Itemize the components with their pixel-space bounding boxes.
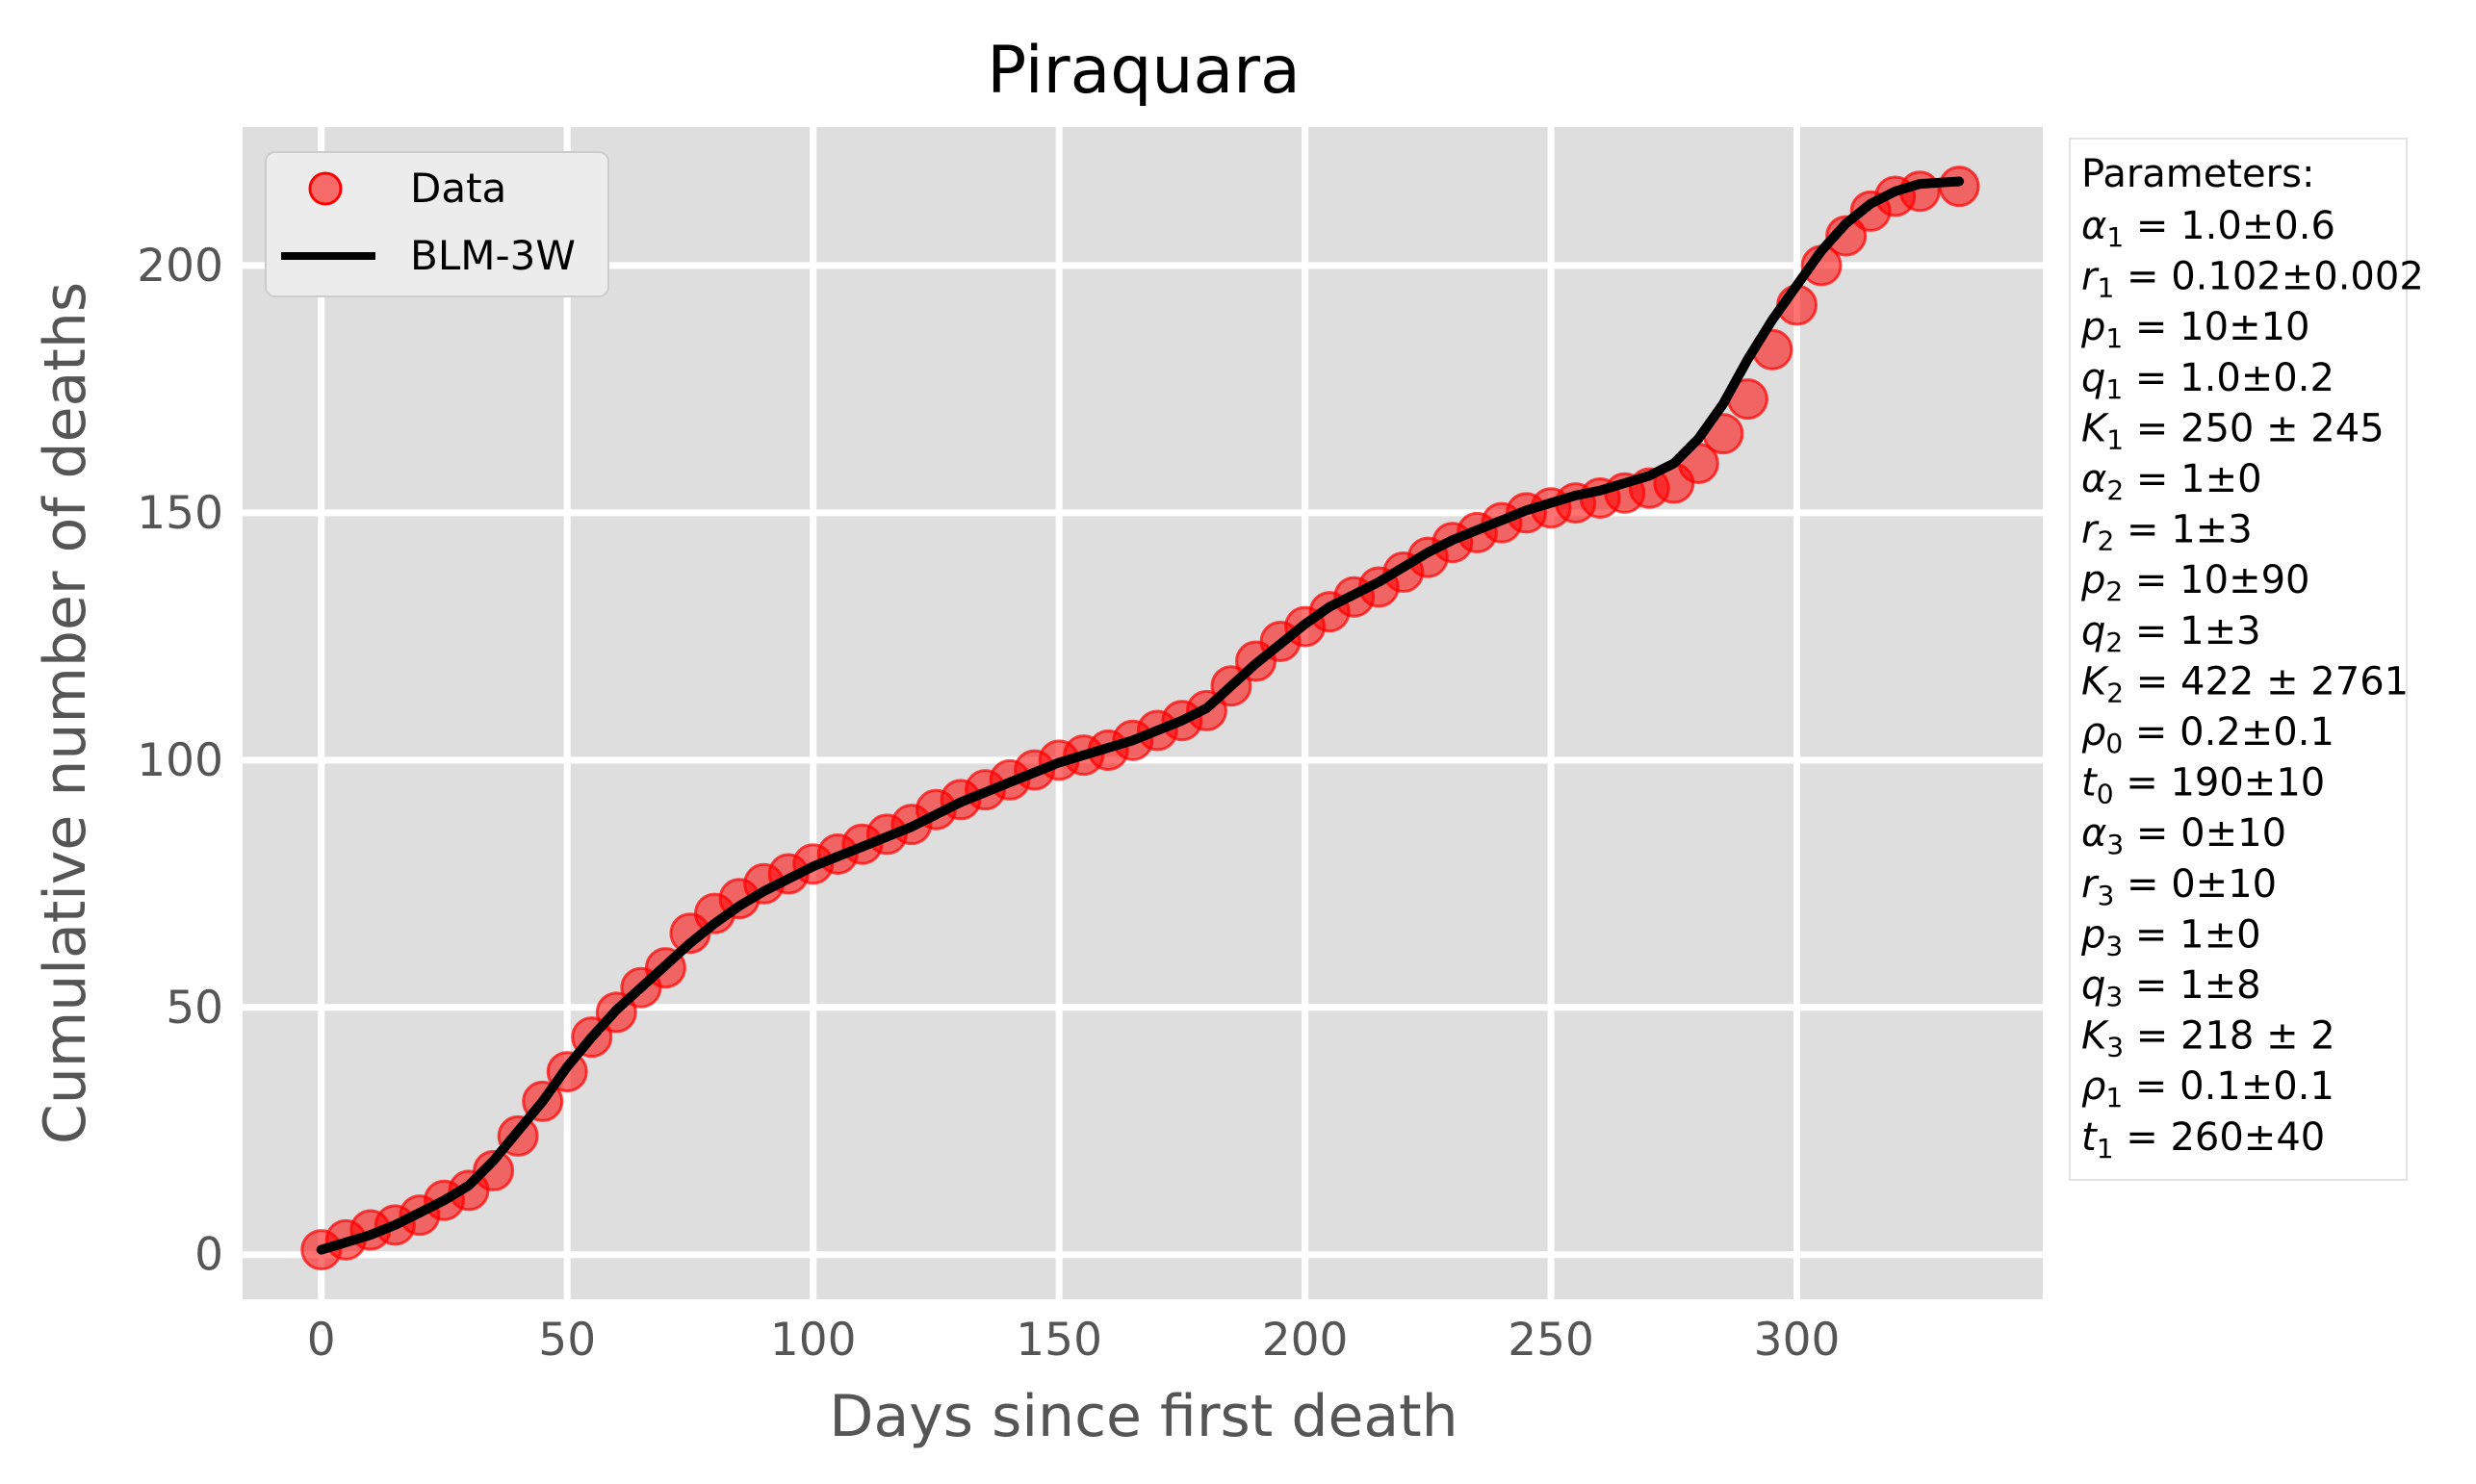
parameter-line: t1 = 260±40	[2081, 1115, 2325, 1164]
parameter-line: ρ1 = 0.1±0.1	[2081, 1064, 2334, 1113]
parameter-line: r1 = 0.102±0.002	[2081, 255, 2424, 304]
parameter-line: K3 = 218 ± 2	[2081, 1014, 2335, 1063]
x-tick-label: 250	[1508, 1314, 1594, 1367]
x-tick-label: 200	[1262, 1314, 1349, 1367]
parameter-line: q3 = 1±8	[2081, 963, 2261, 1012]
parameter-line: α2 = 1±0	[2081, 457, 2262, 506]
legend-marker-data	[308, 171, 343, 206]
chart-title: Piraquara	[987, 33, 1301, 109]
y-axis-label: Cumulative number of deaths	[32, 282, 99, 1144]
y-tick-label: 0	[194, 1229, 223, 1282]
legend-label-fit: BLM-3W	[410, 232, 576, 279]
legend-label-data: Data	[410, 165, 506, 212]
parameter-line: K2 = 422 ± 2761	[2081, 659, 2409, 708]
data-point	[473, 1149, 515, 1191]
parameter-line: q2 = 1±3	[2081, 609, 2261, 658]
parameter-line: α1 = 1.0±0.6	[2081, 204, 2335, 253]
x-tick-label: 50	[538, 1314, 596, 1367]
parameters-frame	[2069, 138, 2408, 1181]
parameter-line: p3 = 1±0	[2080, 912, 2261, 961]
parameter-line: p2 = 10±90	[2080, 558, 2309, 607]
legend-box	[265, 151, 609, 297]
parameters-heading: Parameters:	[2081, 152, 2314, 196]
parameter-line: t0 = 190±10	[2081, 761, 2325, 810]
parameter-line: K1 = 250 ± 245	[2081, 406, 2385, 455]
x-tick-label: 150	[1016, 1314, 1102, 1367]
parameter-line: q1 = 1.0±0.2	[2081, 356, 2334, 405]
parameter-line: α3 = 0±10	[2081, 811, 2286, 860]
grid-lines	[243, 127, 2043, 1299]
fit-series-line	[316, 176, 1965, 1255]
parameter-line: r2 = 1±3	[2081, 508, 2253, 557]
y-tick-label: 50	[166, 982, 223, 1035]
tick-labels: 0 50 100 150 200 250 300 0 50 100 150 200	[137, 240, 1840, 1367]
fit-line-path	[316, 176, 1965, 1255]
y-tick-label: 150	[137, 487, 223, 540]
x-tick-label: 0	[307, 1314, 336, 1367]
data-point	[1825, 215, 1868, 257]
parameter-line: p1 = 10±10	[2080, 305, 2309, 354]
parameter-line: ρ0 = 0.2±0.1	[2081, 710, 2334, 759]
parameters-box: Parameters: α1 = 1.0±0.6r1 = 0.102±0.002…	[2069, 138, 2424, 1181]
legend: Data BLM-3W	[265, 151, 609, 297]
x-axis-label: Days since first death	[829, 1383, 1457, 1450]
y-tick-label: 200	[137, 240, 223, 293]
y-tick-label: 100	[137, 734, 223, 787]
x-tick-label: 300	[1754, 1314, 1841, 1367]
parameter-line: r3 = 0±10	[2081, 862, 2277, 911]
x-tick-label: 100	[770, 1314, 857, 1367]
